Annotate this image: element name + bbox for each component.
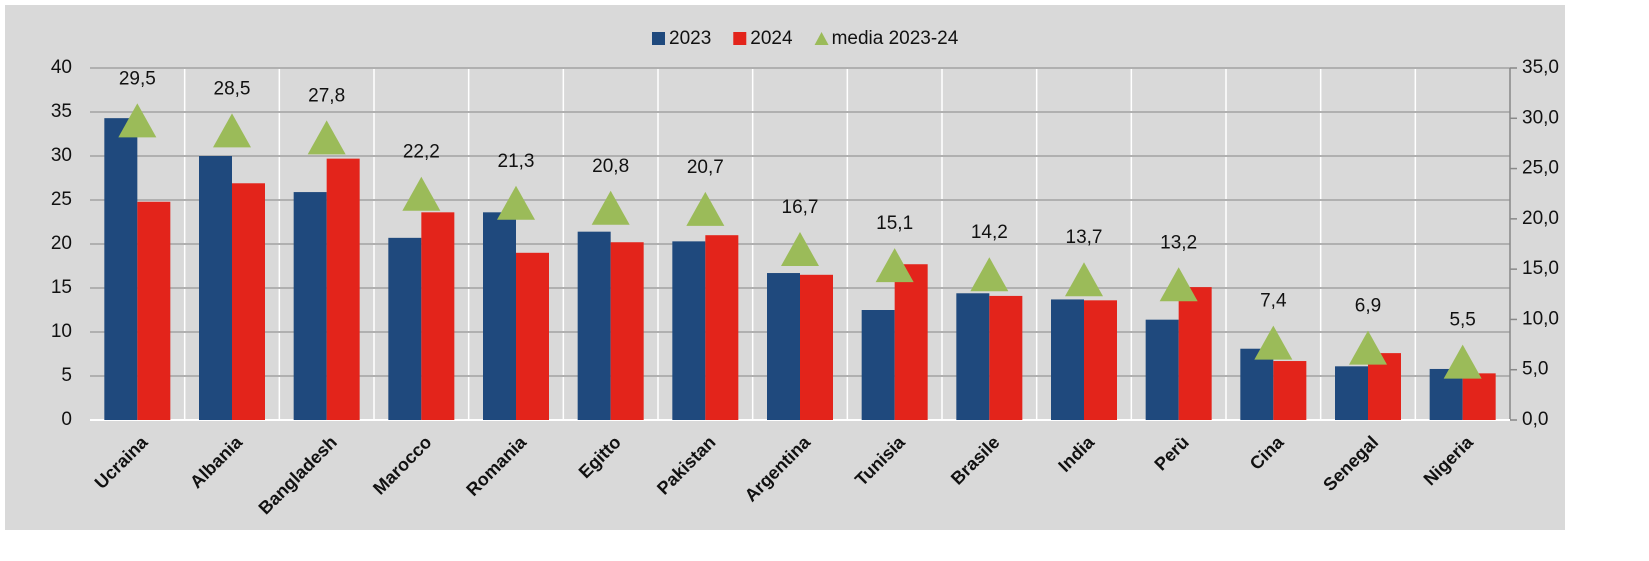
- data-label: 6,9: [1355, 296, 1381, 317]
- triangle-marker: [1254, 325, 1293, 360]
- bar: [610, 242, 644, 420]
- data-label: 15,1: [876, 213, 913, 234]
- legend-label: media 2023-24: [832, 28, 959, 49]
- triangle-marker: [213, 113, 251, 148]
- y-tick-label: 30: [51, 145, 72, 166]
- data-label: 5,5: [1449, 310, 1475, 331]
- bar: [421, 212, 455, 420]
- bar: [894, 264, 928, 420]
- y2-tick-label: 35,0: [1522, 57, 1559, 78]
- legend-marker: [814, 32, 829, 45]
- data-label: 28,5: [214, 78, 251, 99]
- triangle-marker: [1159, 267, 1198, 302]
- bar: [861, 310, 895, 420]
- triangle-marker: [307, 120, 346, 155]
- bar: [326, 158, 360, 420]
- y-tick-label: 15: [51, 277, 72, 298]
- legend-marker: [652, 32, 665, 45]
- triangle-marker: [118, 103, 157, 138]
- legend-label: 2023: [669, 28, 711, 49]
- bar: [1051, 299, 1084, 420]
- y2-tick-label: 0,0: [1522, 409, 1548, 430]
- y-tick-label: 35: [51, 101, 72, 122]
- y-tick-label: 25: [51, 189, 72, 210]
- data-label: 7,4: [1260, 291, 1287, 312]
- data-label: 13,2: [1160, 232, 1197, 253]
- bar: [577, 231, 611, 420]
- bar: [1335, 366, 1368, 420]
- bar: [989, 295, 1023, 420]
- y-tick-label: 20: [51, 233, 72, 254]
- data-label: 21,3: [498, 151, 535, 172]
- triangle-marker: [1065, 262, 1103, 297]
- legend-label: 2024: [750, 28, 793, 49]
- bar: [293, 192, 327, 420]
- data-label: 20,7: [687, 157, 724, 178]
- y-tick-label: 5: [61, 365, 72, 386]
- data-label: 22,2: [403, 142, 440, 163]
- bar: [483, 212, 516, 420]
- triangle-marker: [1349, 330, 1387, 365]
- triangle-marker: [1443, 344, 1482, 379]
- bar: [672, 241, 706, 420]
- bar: [767, 273, 800, 420]
- bar: [1084, 300, 1117, 420]
- data-label: 27,8: [308, 85, 345, 106]
- y2-tick-label: 20,0: [1522, 208, 1559, 229]
- y2-tick-label: 30,0: [1522, 107, 1559, 128]
- bar: [1240, 348, 1274, 420]
- bar: [1145, 319, 1179, 420]
- bar: [1178, 287, 1212, 420]
- triangle-marker: [686, 191, 725, 226]
- triangle-marker: [781, 232, 819, 267]
- bar: [137, 201, 171, 420]
- y2-tick-label: 15,0: [1522, 258, 1559, 279]
- triangle-marker: [875, 248, 914, 283]
- triangle-marker: [591, 190, 630, 225]
- data-label: 20,8: [592, 156, 629, 177]
- bar: [199, 156, 232, 420]
- bar: [516, 252, 549, 420]
- bar: [104, 118, 138, 420]
- y2-tick-label: 25,0: [1522, 158, 1559, 179]
- y2-tick-label: 5,0: [1522, 359, 1548, 380]
- data-label: 16,7: [782, 197, 819, 218]
- y-tick-label: 10: [51, 321, 72, 342]
- bar: [388, 237, 422, 420]
- bar: [232, 183, 265, 420]
- triangle-marker: [497, 185, 535, 220]
- data-label: 13,7: [1066, 227, 1103, 248]
- bar: [705, 235, 739, 420]
- legend-marker: [733, 32, 747, 45]
- y-tick-label: 0: [61, 409, 72, 430]
- bar: [1273, 361, 1307, 420]
- y2-tick-label: 10,0: [1522, 308, 1559, 329]
- data-label: 14,2: [971, 222, 1008, 243]
- triangle-marker: [970, 257, 1009, 292]
- bar: [1462, 373, 1496, 420]
- data-label: 29,5: [119, 68, 156, 89]
- y-tick-label: 40: [51, 57, 72, 78]
- bar: [956, 293, 990, 420]
- triangle-marker: [402, 176, 441, 211]
- bar: [800, 274, 833, 420]
